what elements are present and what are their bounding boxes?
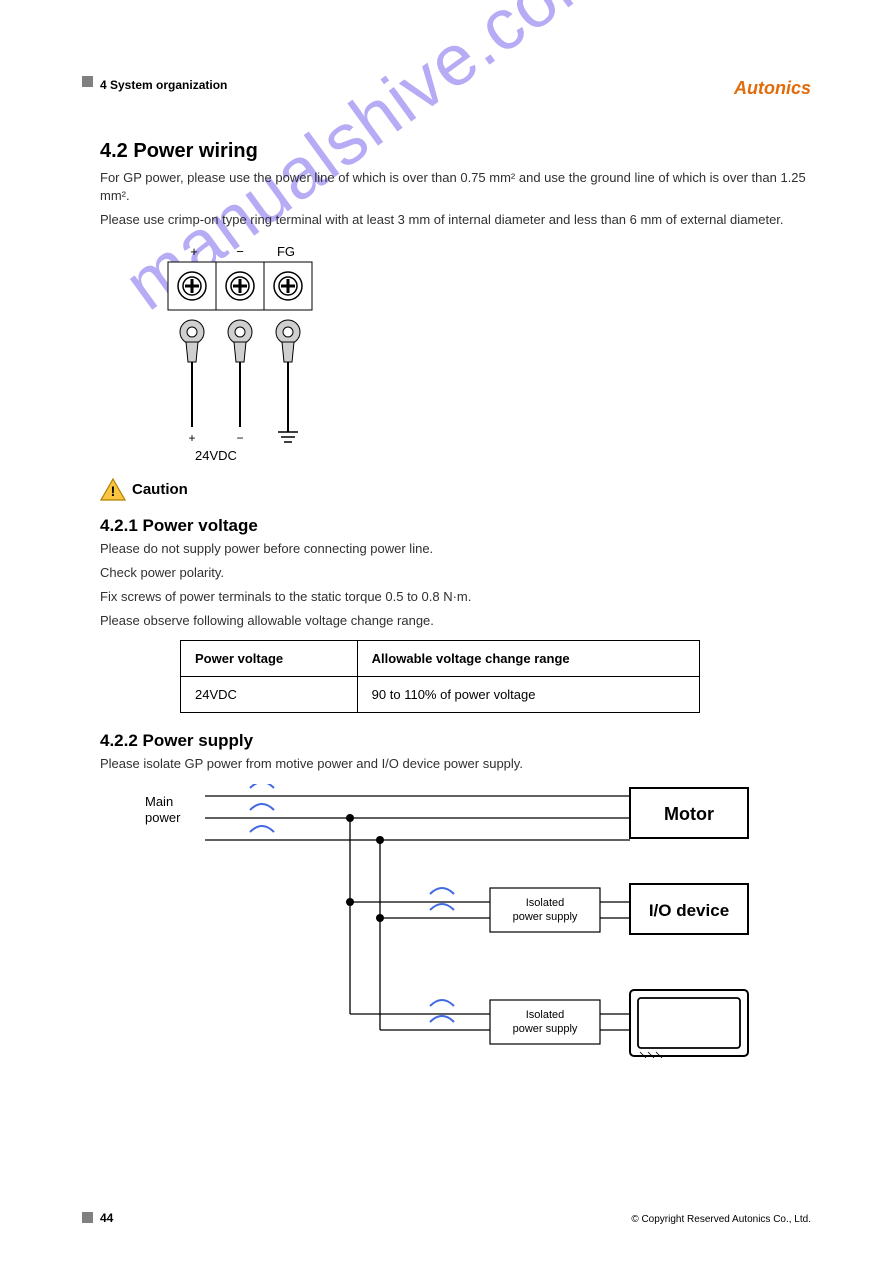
motor-box: Motor <box>664 804 714 824</box>
sub1-p4: Please observe following allowable volta… <box>100 612 811 630</box>
sub1-p3: Fix screws of power terminals to the sta… <box>100 588 811 606</box>
content-area: 4.2 Power wiring For GP power, please us… <box>100 130 811 1074</box>
section-title: 4.2 Power wiring <box>100 140 811 163</box>
main-power-label2: power <box>145 810 181 825</box>
label-plus: + <box>190 244 198 259</box>
table-header: Power voltage <box>181 641 358 677</box>
ring-lug-icon <box>228 320 252 427</box>
svg-text:!: ! <box>111 483 116 499</box>
isolated-ps-label: Isolated <box>526 1009 565 1021</box>
terminal-block-figure: + − FG <box>160 242 360 472</box>
subsection-title: 4.2.1 Power voltage <box>100 516 811 536</box>
header-marker <box>82 76 93 87</box>
subsection-title: 4.2.2 Power supply <box>100 731 811 751</box>
main-power-label: Main <box>145 794 173 809</box>
table-cell: 90 to 110% of power voltage <box>357 677 699 713</box>
voltage-table: Power voltage Allowable voltage change r… <box>180 640 700 713</box>
footer-marker <box>82 1212 93 1223</box>
svg-text:+: + <box>188 431 195 445</box>
caution-label: Caution <box>132 481 188 498</box>
isolated-ps-label2: power supply <box>513 1023 578 1035</box>
ring-lug-icon <box>276 320 300 442</box>
page-number: 44 <box>100 1211 113 1225</box>
caution-icon: ! <box>100 478 126 502</box>
isolated-ps-label: Isolated <box>526 897 565 909</box>
screw-icon <box>274 272 302 300</box>
caution-row: ! Caution <box>100 478 811 502</box>
table-cell: 24VDC <box>181 677 358 713</box>
intro-para-1: For GP power, please use the power line … <box>100 169 811 205</box>
header-chapter: 4 System organization <box>100 78 227 92</box>
label-minus: − <box>236 244 244 259</box>
svg-text:−: − <box>236 431 243 445</box>
sub2-p1: Please isolate GP power from motive powe… <box>100 755 811 773</box>
isolated-ps-label2: power supply <box>513 911 578 923</box>
ring-lug-icon <box>180 320 204 427</box>
label-fg: FG <box>277 244 295 259</box>
power-wiring-diagram: Main power Motor <box>140 784 780 1074</box>
table-header: Allowable voltage change range <box>357 641 699 677</box>
voltage-label: 24VDC <box>195 448 237 463</box>
copyright: © Copyright Reserved Autonics Co., Ltd. <box>631 1214 811 1225</box>
sub1-p2: Check power polarity. <box>100 564 811 582</box>
sub1-p1: Please do not supply power before connec… <box>100 540 811 558</box>
screw-icon <box>178 272 206 300</box>
io-device-box: I/O device <box>649 901 729 920</box>
brand-logo: Autonics <box>734 78 811 99</box>
screw-icon <box>226 272 254 300</box>
intro-para-2: Please use crimp-on type ring terminal w… <box>100 211 811 229</box>
